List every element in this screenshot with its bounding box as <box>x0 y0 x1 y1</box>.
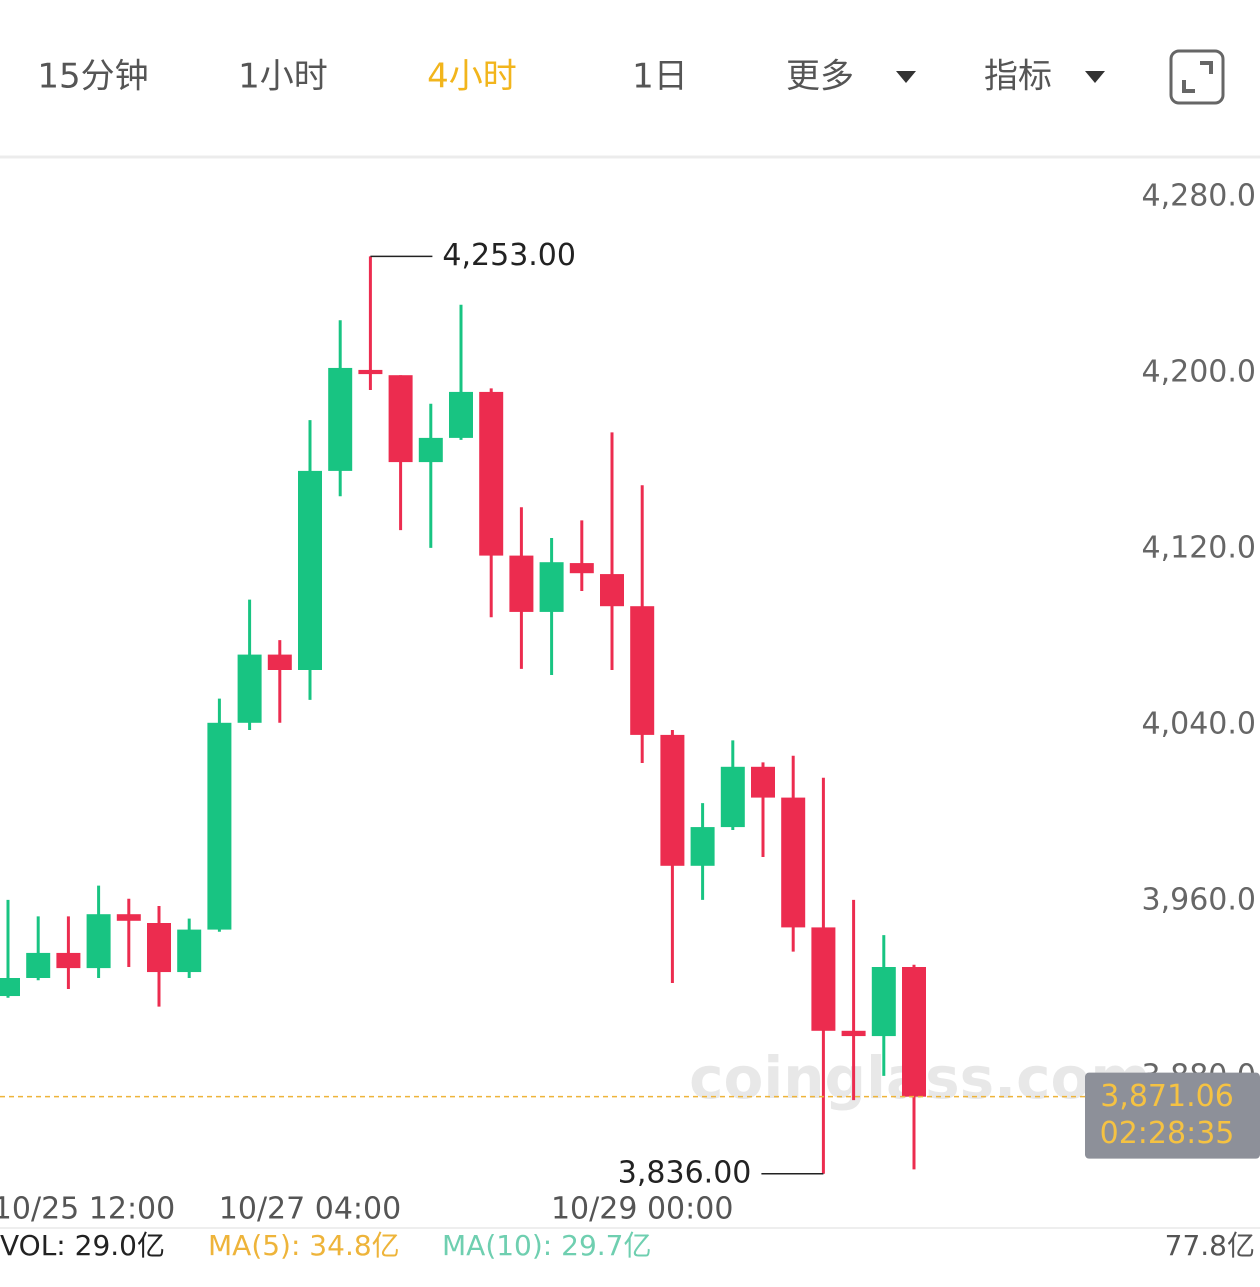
candle-body <box>781 797 806 928</box>
button-frame <box>1169 49 1225 105</box>
candle-body <box>418 437 443 463</box>
ma10-label: MA(10): 29.7亿 <box>442 1229 651 1262</box>
candle-body <box>539 562 564 612</box>
candle-body <box>751 766 775 798</box>
tab-bar: 15分钟 1小时 4小时 1日 更多 指标 <box>37 49 1225 105</box>
x-tick-label: 10/29 00:00 <box>551 1192 733 1227</box>
fullscreen-button[interactable] <box>1169 49 1225 105</box>
tab[interactable]: 4小时 <box>427 57 517 97</box>
plot: 4,280.04,200.04,120.04,040.03,960.03,880… <box>0 179 1260 1227</box>
candle-body <box>116 914 141 921</box>
price-badge <box>1085 1072 1260 1159</box>
vol-label: VOL: 29.0亿 <box>0 1229 165 1262</box>
candle-body <box>177 929 202 973</box>
candle-body <box>56 952 81 969</box>
countdown-label: 02:28:35 <box>1100 1116 1235 1151</box>
vol-max-label: 77.8亿 <box>1165 1229 1255 1262</box>
candle-body <box>660 734 685 866</box>
candle-body <box>26 952 51 978</box>
candle-body <box>902 967 926 1097</box>
candle-body <box>388 375 413 463</box>
candle-body <box>298 470 322 670</box>
candle-body <box>479 391 504 556</box>
tab[interactable]: 更多 <box>786 57 854 97</box>
max-label: 4,253.00 <box>442 238 576 273</box>
tab[interactable]: 15分钟 <box>37 57 148 97</box>
candle-body <box>569 563 594 574</box>
candle-body <box>690 827 715 866</box>
tab[interactable]: 指标 <box>984 57 1052 97</box>
y-tick-label: 4,200.0 <box>1141 355 1256 390</box>
candle-body <box>720 766 745 828</box>
ma5-label: MA(5): 34.8亿 <box>208 1229 400 1262</box>
candle-body <box>509 555 534 612</box>
candle-body <box>358 369 383 375</box>
candle-body <box>630 606 655 735</box>
candle-body <box>811 927 836 1031</box>
tab[interactable]: 1小时 <box>238 57 328 97</box>
dropdown-arrow[interactable] <box>896 71 916 83</box>
candle-body <box>237 654 262 723</box>
candle-body <box>841 1030 866 1037</box>
candle-body <box>207 722 232 930</box>
y-tick-label: 4,120.0 <box>1141 531 1256 566</box>
y-tick-label: 3,960.0 <box>1141 883 1256 918</box>
x-tick-label: 10/25 12:00 <box>0 1192 175 1227</box>
y-tick-label: 4,040.0 <box>1141 707 1256 742</box>
min-label: 3,836.00 <box>618 1155 752 1190</box>
candle-body <box>0 978 20 997</box>
x-tick-label: 10/27 04:00 <box>219 1192 401 1227</box>
tab[interactable]: 1日 <box>632 57 688 97</box>
candle-body <box>147 923 171 973</box>
candle-body <box>871 967 896 1037</box>
candle-body <box>86 914 111 969</box>
y-tick-label: 4,280.0 <box>1141 179 1256 214</box>
last-price-label: 3,871.06 <box>1100 1079 1234 1114</box>
dropdown-arrow[interactable] <box>1085 71 1105 83</box>
expand-icon <box>1182 61 1213 93</box>
candle-body <box>267 654 292 670</box>
candle-body <box>449 391 473 438</box>
candle-body <box>600 574 624 607</box>
candle-body <box>328 367 353 471</box>
